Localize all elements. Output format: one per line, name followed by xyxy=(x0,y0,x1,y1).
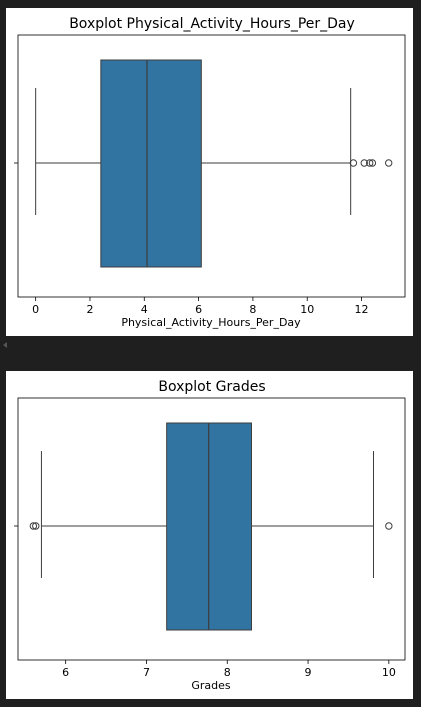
x-tick-label: 12 xyxy=(355,303,369,316)
chart-marks: 6 7 8 9 10 xyxy=(14,422,396,679)
x-axis-label: Grades xyxy=(191,679,231,692)
boxplot-physical-activity: Boxplot Physical_Activity_Hours_Per_Day … xyxy=(14,16,406,329)
outlier-point xyxy=(385,522,393,530)
chart-panel-physical-activity: Boxplot Physical_Activity_Hours_Per_Day … xyxy=(6,8,413,336)
outlier-point xyxy=(29,522,38,530)
chart-panel-grades: Boxplot Grades 6 7 8 9 10 Grades xyxy=(6,371,413,699)
plot-frame xyxy=(17,34,406,298)
x-tick-label: 0 xyxy=(32,303,39,316)
x-tick-label: 2 xyxy=(86,303,93,316)
x-tick-label: 6 xyxy=(195,303,202,316)
x-axis-label: Physical_Activity_Hours_Per_Day xyxy=(121,316,301,329)
outlier-point xyxy=(32,522,40,530)
x-tick-label: 6 xyxy=(62,666,69,679)
x-tick-label: 4 xyxy=(141,303,148,316)
boxplot-grades: Boxplot Grades 6 7 8 9 10 Grades xyxy=(14,379,406,692)
output-separator xyxy=(0,336,421,371)
outlier-point xyxy=(365,159,374,167)
x-tick-label: 9 xyxy=(305,666,312,679)
x-tick-label: 7 xyxy=(143,666,150,679)
outlier-point xyxy=(368,159,377,167)
iqr-box xyxy=(100,59,202,268)
chart-title: Boxplot Grades xyxy=(158,379,265,395)
collapse-arrow-icon[interactable] xyxy=(3,342,7,348)
chart-marks: 0 2 4 6 8 10 12 xyxy=(14,59,393,316)
outlier-point xyxy=(360,159,368,167)
outlier-point xyxy=(385,159,393,167)
chart-title: Boxplot Physical_Activity_Hours_Per_Day xyxy=(69,16,355,32)
outlier-point xyxy=(349,159,358,167)
plot-frame xyxy=(17,397,406,661)
x-tick-label: 10 xyxy=(382,666,396,679)
x-tick-label: 8 xyxy=(224,666,231,679)
x-tick-label: 8 xyxy=(249,303,256,316)
x-tick-label: 10 xyxy=(300,303,314,316)
